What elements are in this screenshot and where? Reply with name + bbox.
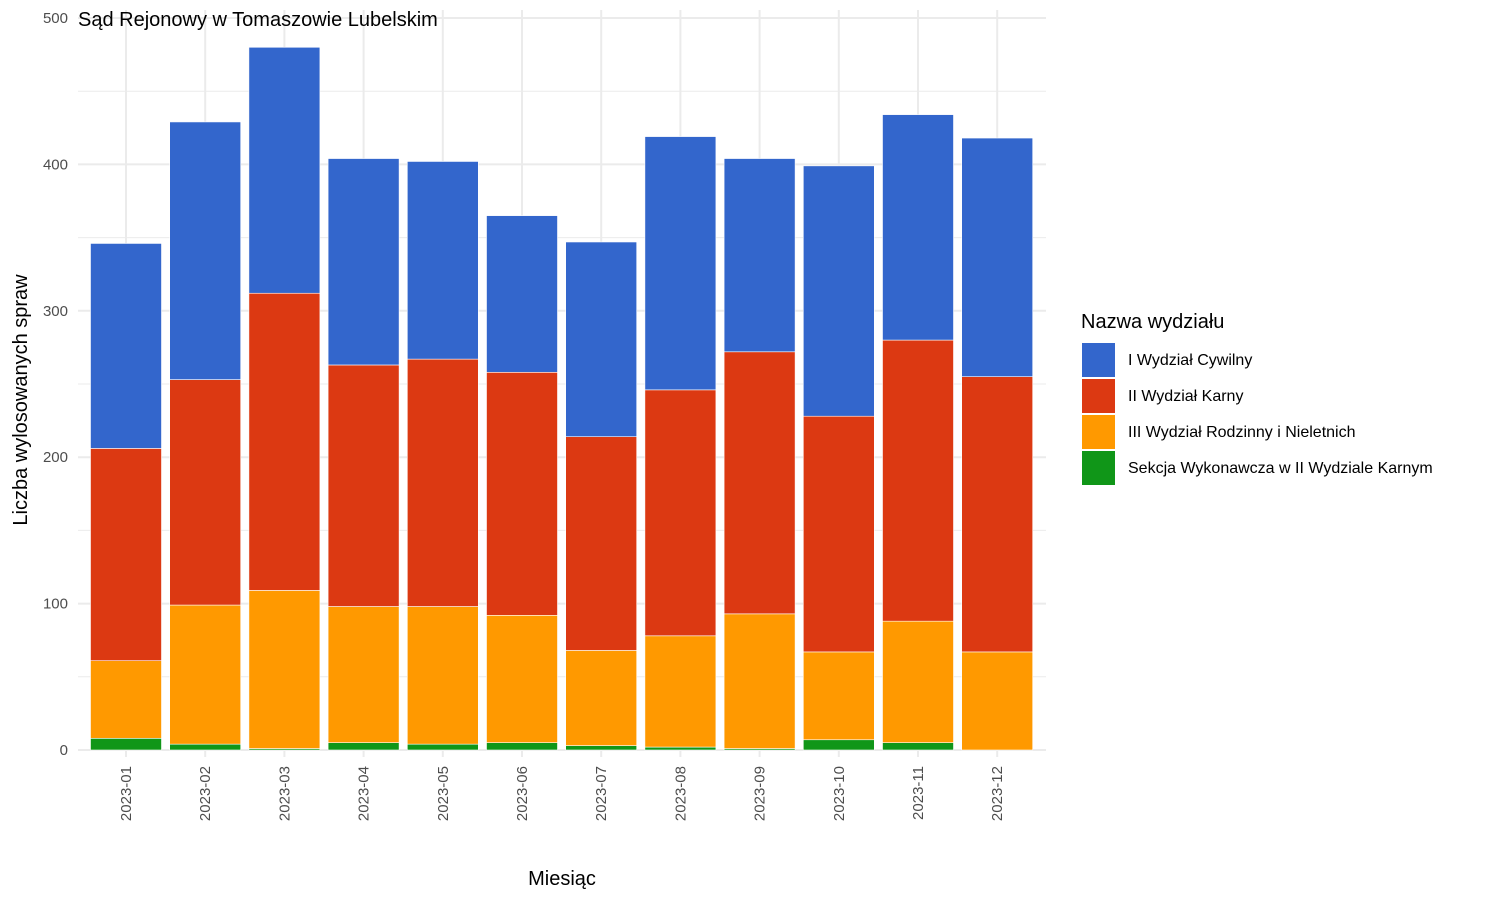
bar-segment (486, 615, 558, 743)
y-axis-ticks: 0 100 200 300 400 500 (43, 10, 68, 759)
bar-segment (406, 743, 479, 751)
x-tick-label: 2023-10 (831, 766, 848, 821)
legend-swatch (1082, 415, 1115, 449)
legend-label: III Wydział Rodzinny i Nieletnich (1128, 424, 1356, 441)
x-tick-label: 2023-08 (672, 766, 689, 821)
bar-segment (644, 746, 717, 751)
x-tick-label: 2023-06 (514, 766, 531, 821)
bar-segment (327, 606, 400, 743)
legend-title: Nazwa wydziału (1081, 311, 1224, 333)
x-tick-label: 2023-09 (752, 766, 769, 821)
x-tick-label: 2023-01 (118, 766, 135, 821)
x-tick-label: 2023-04 (356, 766, 373, 821)
bar-segment (406, 358, 479, 607)
bar-segment (723, 613, 796, 749)
bar-segment (406, 606, 479, 745)
bar-segment (565, 241, 638, 438)
bar-segment (90, 737, 162, 751)
bar-segment (248, 292, 321, 591)
bar-segment (169, 743, 241, 751)
bar-segment (90, 660, 162, 739)
x-axis-ticks: 2023-01 2023-02 2023-03 2023-04 2023-05 2023-… (118, 766, 1006, 821)
legend-swatch (1082, 343, 1115, 377)
bar-segment (90, 448, 162, 661)
bar-segment (327, 742, 400, 751)
bar-segment (248, 46, 321, 294)
bar-segment (90, 243, 162, 449)
y-tick-label: 400 (43, 156, 68, 173)
y-tick-label: 500 (43, 10, 68, 27)
legend-label: II Wydział Karny (1128, 388, 1243, 405)
bar-segment (644, 136, 717, 391)
x-axis-title: Miesiąc (528, 868, 596, 890)
bar-segment (248, 590, 321, 749)
bar-segment (565, 745, 638, 751)
bar-segment (802, 165, 875, 417)
legend-swatch (1082, 379, 1115, 413)
bar-segment (327, 158, 400, 366)
bar-segment (723, 351, 796, 615)
x-tick-label: 2023-02 (197, 766, 214, 821)
bar-segment (327, 364, 400, 607)
bar-segment (406, 161, 479, 360)
legend-swatch (1082, 451, 1115, 485)
x-tick-label: 2023-05 (435, 766, 452, 821)
chart-title: Sąd Rejonowy w Tomaszowie Lubelskim (78, 9, 438, 31)
x-tick-label: 2023-12 (989, 766, 1006, 821)
bar-segment (486, 215, 558, 373)
y-tick-label: 100 (43, 596, 68, 613)
bar-segment (882, 620, 954, 743)
bar-segment (802, 651, 875, 741)
bar-segment (486, 371, 558, 616)
legend-label: Sekcja Wykonawcza w II Wydziale Karnym (1128, 460, 1433, 477)
x-tick-label: 2023-07 (593, 766, 610, 821)
bar-segment (882, 114, 954, 341)
legend-label: I Wydział Cywilny (1128, 352, 1252, 369)
bar-segment (565, 436, 638, 651)
bar-segment (882, 339, 954, 622)
bar-segment (644, 635, 717, 748)
x-tick-label: 2023-11 (910, 766, 927, 820)
bar-segment (169, 121, 241, 380)
bar-segment (169, 379, 241, 606)
bar-segment (802, 415, 875, 653)
bar-segment (486, 742, 558, 751)
bar-segment (169, 604, 241, 745)
bar-segment (644, 389, 717, 637)
y-axis-title: Liczba wylosowanych spraw (10, 274, 32, 526)
bar-segment (565, 650, 638, 746)
bar-segment (961, 137, 1034, 377)
y-tick-label: 200 (43, 449, 68, 466)
bar-segment (802, 739, 875, 751)
bars (90, 46, 1034, 751)
x-tick-label: 2023-03 (276, 766, 293, 821)
bar-segment (961, 376, 1034, 653)
legend: Nazwa wydziału I Wydział Cywilny II Wydzi… (1081, 311, 1433, 485)
bar-segment (961, 651, 1034, 751)
y-tick-label: 0 (60, 742, 68, 759)
y-tick-label: 300 (43, 303, 68, 320)
bar-segment (723, 158, 796, 353)
bar-segment (882, 742, 954, 751)
